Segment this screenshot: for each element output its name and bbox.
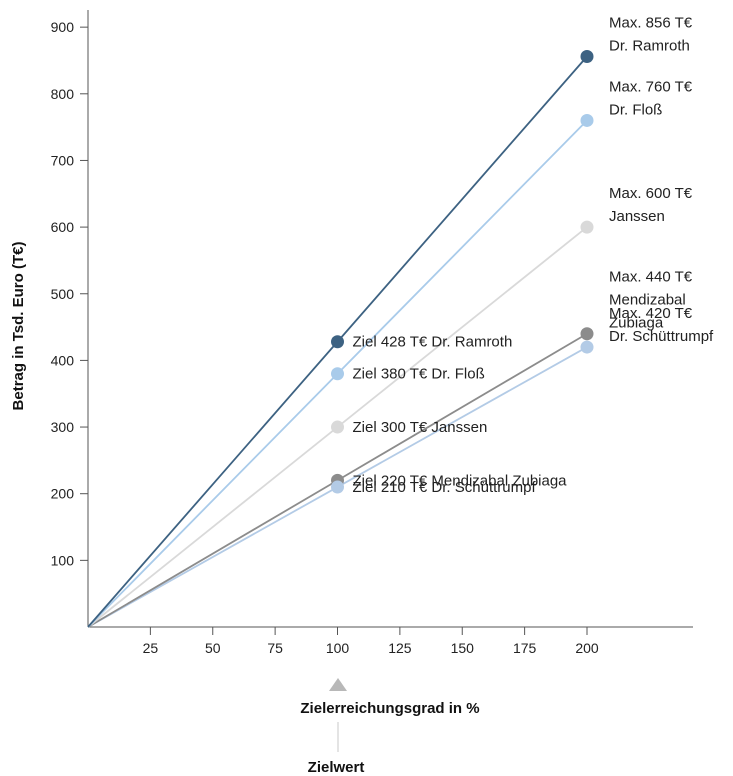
target-point xyxy=(331,420,344,434)
max-point xyxy=(580,220,594,234)
max-label: Dr. Ramroth xyxy=(609,37,690,54)
target-label: Ziel 210 T€ Dr. Schüttrumpf xyxy=(353,479,537,496)
x-axis-title: Zielerreichungsgrad in % xyxy=(300,700,479,717)
data-points xyxy=(331,49,594,494)
max-label: Max. 856 T€ xyxy=(609,14,693,31)
max-point xyxy=(580,327,594,341)
max-point xyxy=(580,49,594,63)
y-tick-label: 500 xyxy=(51,286,75,302)
max-label: Janssen xyxy=(609,208,665,225)
target-point xyxy=(331,335,344,349)
target-label: Ziel 428 T€ Dr. Ramroth xyxy=(353,334,513,351)
max-label: Max. 440 T€ xyxy=(609,269,693,286)
x-tick-label: 125 xyxy=(388,640,412,656)
y-tick-label: 800 xyxy=(51,86,75,102)
x-tick-label: 25 xyxy=(143,640,159,656)
target-label: Ziel 380 T€ Dr. Floß xyxy=(353,366,485,383)
target-label: Ziel 220 T€ Mendizabal Zubiaga xyxy=(353,472,568,489)
max-point xyxy=(580,340,594,354)
y-tick-label: 300 xyxy=(51,419,75,435)
max-label: Max. 600 T€ xyxy=(609,185,693,202)
x-tick-label: 150 xyxy=(451,640,475,656)
x-tick-label: 175 xyxy=(513,640,537,656)
x-tick-label: 200 xyxy=(575,640,599,656)
y-tick-label: 600 xyxy=(51,219,75,235)
y-tick-label: 400 xyxy=(51,352,75,368)
max-label: Zubiaga xyxy=(609,315,664,332)
axes: 100 200 300 400 500 600 700 800 900 25 50 75 100 125 1… xyxy=(51,10,693,656)
y-axis-title: Betrag in Tsd. Euro (T€) xyxy=(10,242,27,411)
target-point xyxy=(331,480,344,494)
target-marker-label: Zielwert xyxy=(308,759,365,776)
max-point xyxy=(580,113,594,127)
x-tick-label: 50 xyxy=(205,640,221,656)
y-tick-label: 200 xyxy=(51,486,75,502)
y-tick-label: 900 xyxy=(51,19,75,35)
y-tick-label: 100 xyxy=(51,552,75,568)
max-label: Dr. Floß xyxy=(609,101,662,118)
max-label: Max. 420 T€ xyxy=(609,305,693,322)
target-arrow-icon xyxy=(329,678,347,691)
max-label: Max. 760 T€ xyxy=(609,78,693,95)
x-tick-label: 75 xyxy=(267,640,283,656)
max-label: Dr. Schüttrumpf xyxy=(609,328,714,345)
data-labels: Ziel 428 T€ Dr. Ramroth Max. 856 T€ Dr. Ra… xyxy=(353,14,715,496)
target-point xyxy=(331,367,344,381)
max-label: Mendizabal xyxy=(609,292,686,309)
y-tick-label: 700 xyxy=(51,152,75,168)
target-label: Ziel 300 T€ Janssen xyxy=(353,419,488,436)
x-tick-label: 100 xyxy=(326,640,350,656)
